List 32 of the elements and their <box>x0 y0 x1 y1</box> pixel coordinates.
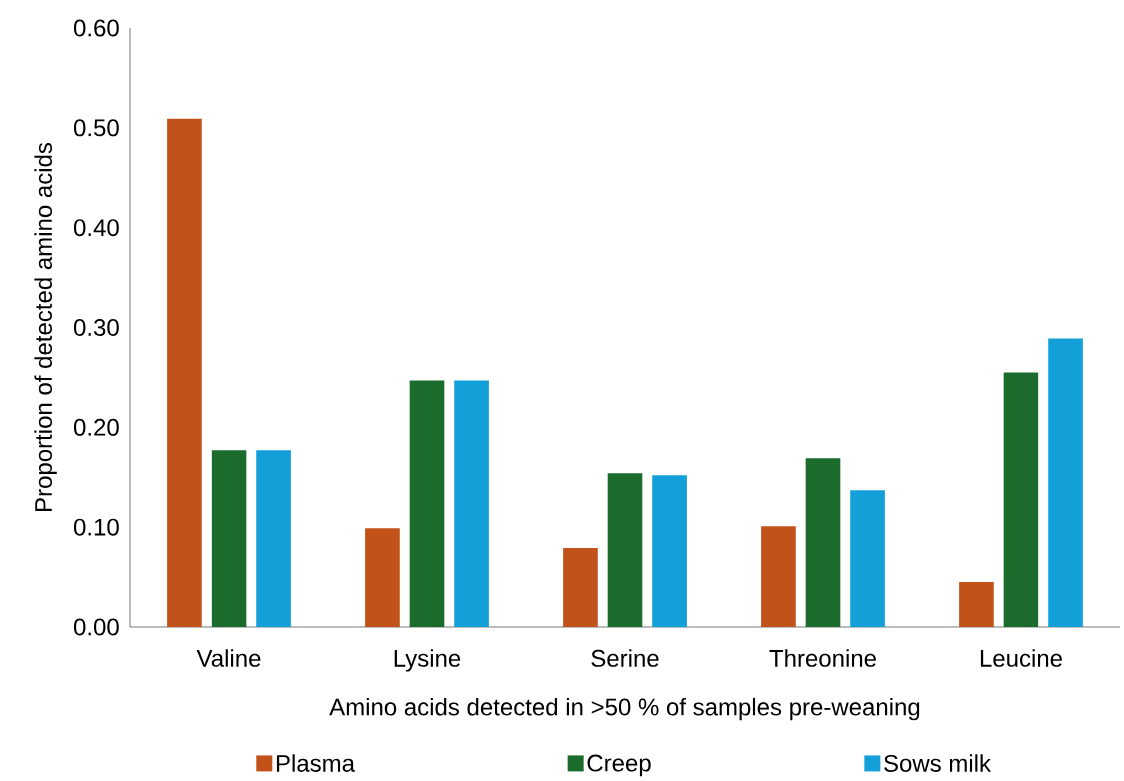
bar <box>850 490 885 627</box>
bar <box>805 458 841 627</box>
y-tick-label: 0.20 <box>73 418 119 436</box>
x-tick-label: Serine <box>591 649 659 667</box>
legend-label: Creep <box>587 754 651 777</box>
x-axis-title: Amino acids detected in >50 % of samples pre-weaning <box>329 697 920 721</box>
bar <box>167 118 202 627</box>
bar <box>1003 372 1039 627</box>
y-tick-label: 0.50 <box>73 119 119 137</box>
y-tick-label: 0.00 <box>73 618 119 636</box>
y-axis-title: Proportion of detected amino acids <box>34 142 57 511</box>
y-tick-label: 0.60 <box>73 19 119 37</box>
bar <box>761 526 796 627</box>
y-tick-label: 0.10 <box>73 518 119 536</box>
legend-label: Plasma <box>276 754 355 772</box>
bar <box>1048 338 1083 627</box>
bar <box>365 528 400 627</box>
y-tick-label: 0.30 <box>73 318 119 336</box>
legend-label: Sows milk <box>884 754 992 772</box>
bar <box>454 380 489 627</box>
bar <box>563 548 598 627</box>
bar <box>409 380 445 627</box>
x-tick-label: Threonine <box>769 649 876 667</box>
bar <box>607 473 643 627</box>
x-tick-label: Lysine <box>394 649 461 672</box>
y-tick-label: 0.40 <box>73 219 119 237</box>
bar <box>256 450 291 627</box>
x-tick-label: Valine <box>196 649 261 667</box>
bar <box>959 582 994 627</box>
x-tick-label: Leucine <box>980 649 1062 667</box>
bar <box>211 450 247 627</box>
bar <box>652 475 687 627</box>
